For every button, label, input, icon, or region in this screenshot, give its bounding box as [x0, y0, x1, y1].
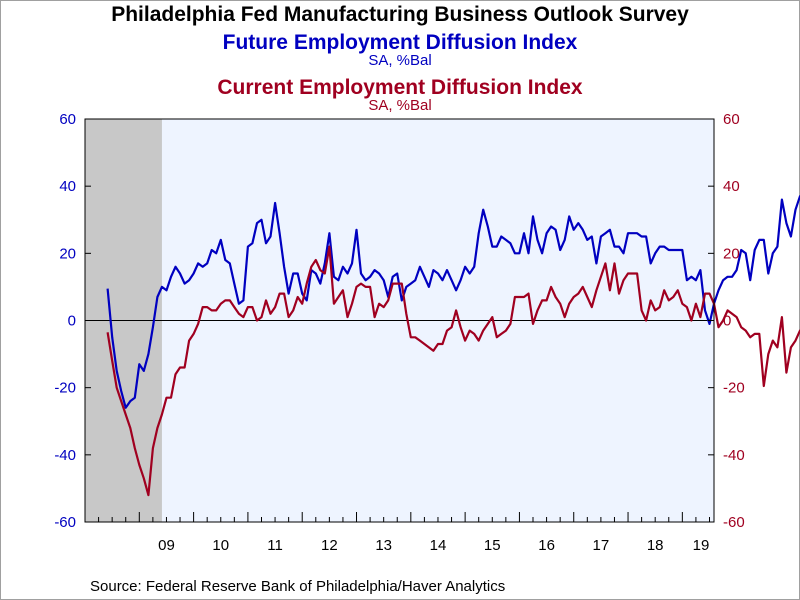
current-employment-line [106, 245, 800, 497]
left-y-tick-label: 20 [59, 245, 76, 262]
right-y-tick-label: 60 [723, 111, 740, 128]
right-y-tick-label: -20 [723, 380, 745, 397]
x-tick-label: 13 [375, 537, 392, 554]
left-y-tick-label: 40 [59, 178, 76, 195]
chart-title: Philadelphia Fed Manufacturing Business … [111, 3, 689, 26]
x-tick-label: 10 [212, 537, 229, 554]
left-y-tick-label: 60 [59, 111, 76, 128]
x-tick-label: 09 [158, 537, 175, 554]
x-tick-label: 18 [647, 537, 664, 554]
series-current-name: Current Employment Diffusion Index [217, 76, 583, 99]
x-tick-label: 15 [484, 537, 501, 554]
left-y-tick-label: -60 [54, 514, 76, 531]
axis-layer: 60 40 20 0 -20 -40 -60 60 40 20 0 -20 -40 -60 09 10 11 12… [54, 111, 744, 554]
left-y-tick-label: -20 [54, 380, 76, 397]
left-y-tick-label: 0 [68, 313, 76, 330]
series-future-unit: SA, %Bal [368, 52, 432, 69]
x-tick-label: 16 [538, 537, 555, 554]
x-tick-label: 12 [321, 537, 338, 554]
x-tick-label: 14 [430, 537, 447, 554]
x-tick-label: 17 [593, 537, 610, 554]
x-tick-label: 11 [267, 537, 283, 554]
right-y-tick-label: 20 [723, 245, 740, 262]
right-y-tick-label: 40 [723, 178, 740, 195]
series-current-unit: SA, %Bal [368, 97, 432, 114]
source-note: Source: Federal Reserve Bank of Philadel… [90, 578, 506, 595]
right-y-tick-label: 0 [723, 313, 731, 330]
left-y-tick-label: -40 [54, 447, 76, 464]
series-future-name: Future Employment Diffusion Index [222, 31, 578, 54]
right-y-tick-label: -40 [723, 447, 745, 464]
series-layer [106, 195, 800, 497]
right-y-tick-label: -60 [723, 514, 745, 531]
x-tick-label: 19 [693, 537, 710, 554]
future-employment-line [106, 195, 800, 409]
